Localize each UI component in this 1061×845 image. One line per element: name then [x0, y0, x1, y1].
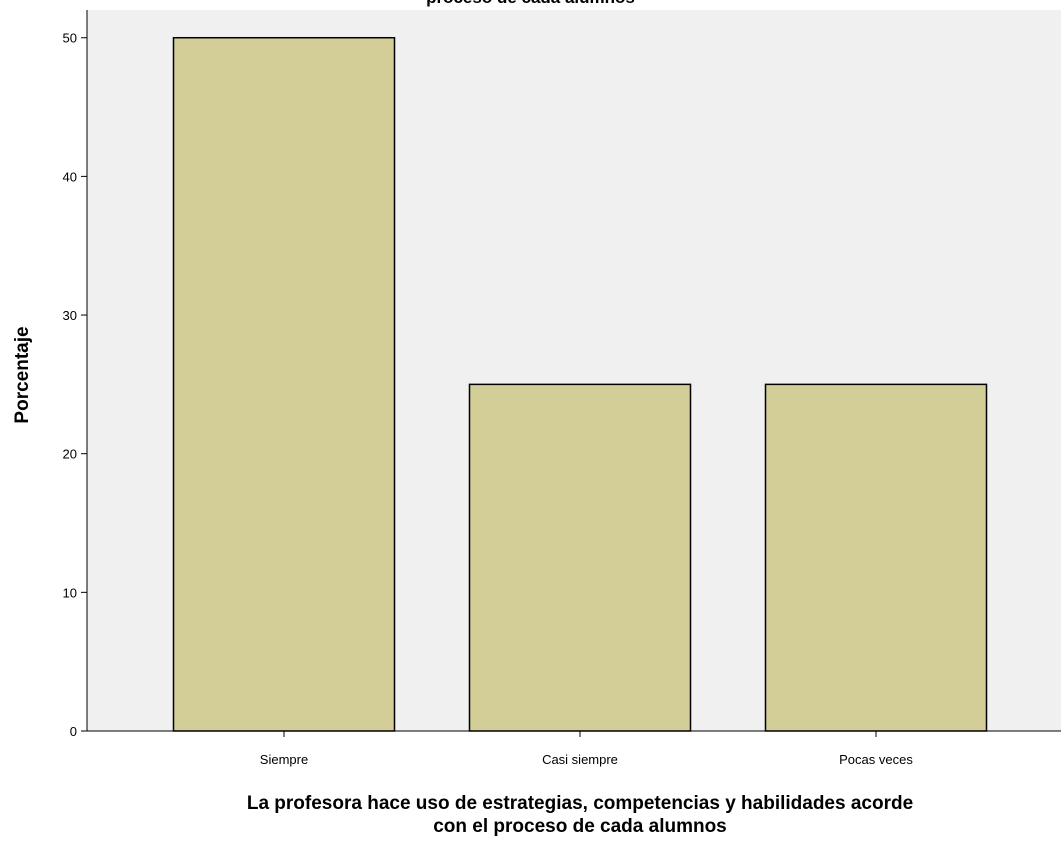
chart-title: proceso de cada alumnos [0, 0, 1061, 8]
bar-siempre [172, 36, 396, 732]
y-tick-label: 50 [63, 31, 77, 46]
x-axis: Siempre Casi siempre Pocas veces [87, 730, 1061, 767]
x-tick-label: Casi siempre [542, 752, 618, 767]
y-tick-label: 20 [63, 447, 77, 462]
x-tick-label: Siempre [260, 752, 308, 767]
bar-casi-siempre [468, 383, 692, 732]
y-axis: 0 10 20 30 40 50 [63, 10, 88, 739]
y-tick-label: 30 [63, 308, 77, 323]
y-tick-label: 10 [63, 585, 77, 600]
bar-pocas-veces [764, 383, 988, 732]
y-tick-label: 0 [70, 724, 77, 739]
x-axis-title-line-2: con el proceso de cada alumnos [433, 816, 727, 837]
y-axis-title: Porcentaje [12, 326, 33, 423]
x-axis-title-line-1: La profesora hace uso de estrategias, co… [247, 793, 913, 814]
y-tick-label: 40 [63, 169, 77, 184]
bars-group [172, 36, 988, 732]
chart-title-clip: proceso de cada alumnos [0, 0, 1061, 10]
x-tick-label: Pocas veces [839, 752, 913, 767]
